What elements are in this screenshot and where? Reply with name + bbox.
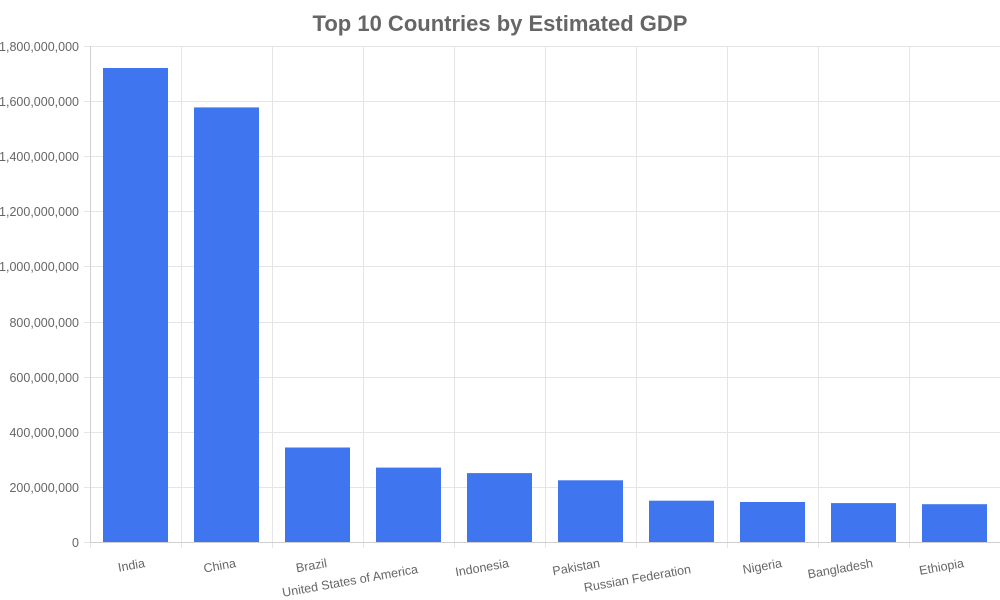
y-tick-label: 1,400,000,000 bbox=[0, 150, 79, 164]
bar bbox=[649, 500, 714, 542]
y-tick-label: 1,600,000,000 bbox=[0, 95, 79, 109]
x-tick-label: China bbox=[202, 556, 237, 575]
x-tick-label: Brazil bbox=[295, 556, 328, 575]
axes bbox=[90, 46, 1000, 543]
bar bbox=[467, 473, 532, 542]
y-tick-label: 200,000,000 bbox=[9, 481, 79, 495]
x-tick-label: India bbox=[117, 556, 146, 575]
y-tick-label: 0 bbox=[72, 536, 79, 550]
x-tick-label: Bangladesh bbox=[807, 556, 875, 581]
y-tick-label: 600,000,000 bbox=[9, 371, 79, 385]
y-axis-ticks: 0 200,000,000 400,000,000 600,000,000 800,00… bbox=[0, 40, 79, 550]
bar bbox=[103, 68, 168, 542]
x-tick-label: Pakistan bbox=[551, 556, 601, 578]
chart-title: Top 10 Countries by Estimated GDP bbox=[313, 11, 688, 36]
bar bbox=[194, 107, 259, 543]
bar bbox=[740, 502, 805, 542]
bars bbox=[103, 68, 987, 543]
y-tick-label: 800,000,000 bbox=[9, 316, 79, 330]
y-tick-label: 1,200,000,000 bbox=[0, 205, 79, 219]
bar bbox=[831, 503, 896, 542]
bar bbox=[558, 480, 623, 542]
y-tick-label: 400,000,000 bbox=[9, 426, 79, 440]
x-tick-label: Nigeria bbox=[742, 556, 783, 577]
y-tick-label: 1,800,000,000 bbox=[0, 40, 79, 54]
bar bbox=[922, 504, 987, 542]
x-tick-label: Ethiopia bbox=[918, 556, 965, 578]
bar bbox=[285, 447, 350, 542]
y-tick-label: 1,000,000,000 bbox=[0, 260, 79, 274]
x-tick-label: Indonesia bbox=[454, 556, 510, 579]
bar bbox=[376, 467, 441, 542]
